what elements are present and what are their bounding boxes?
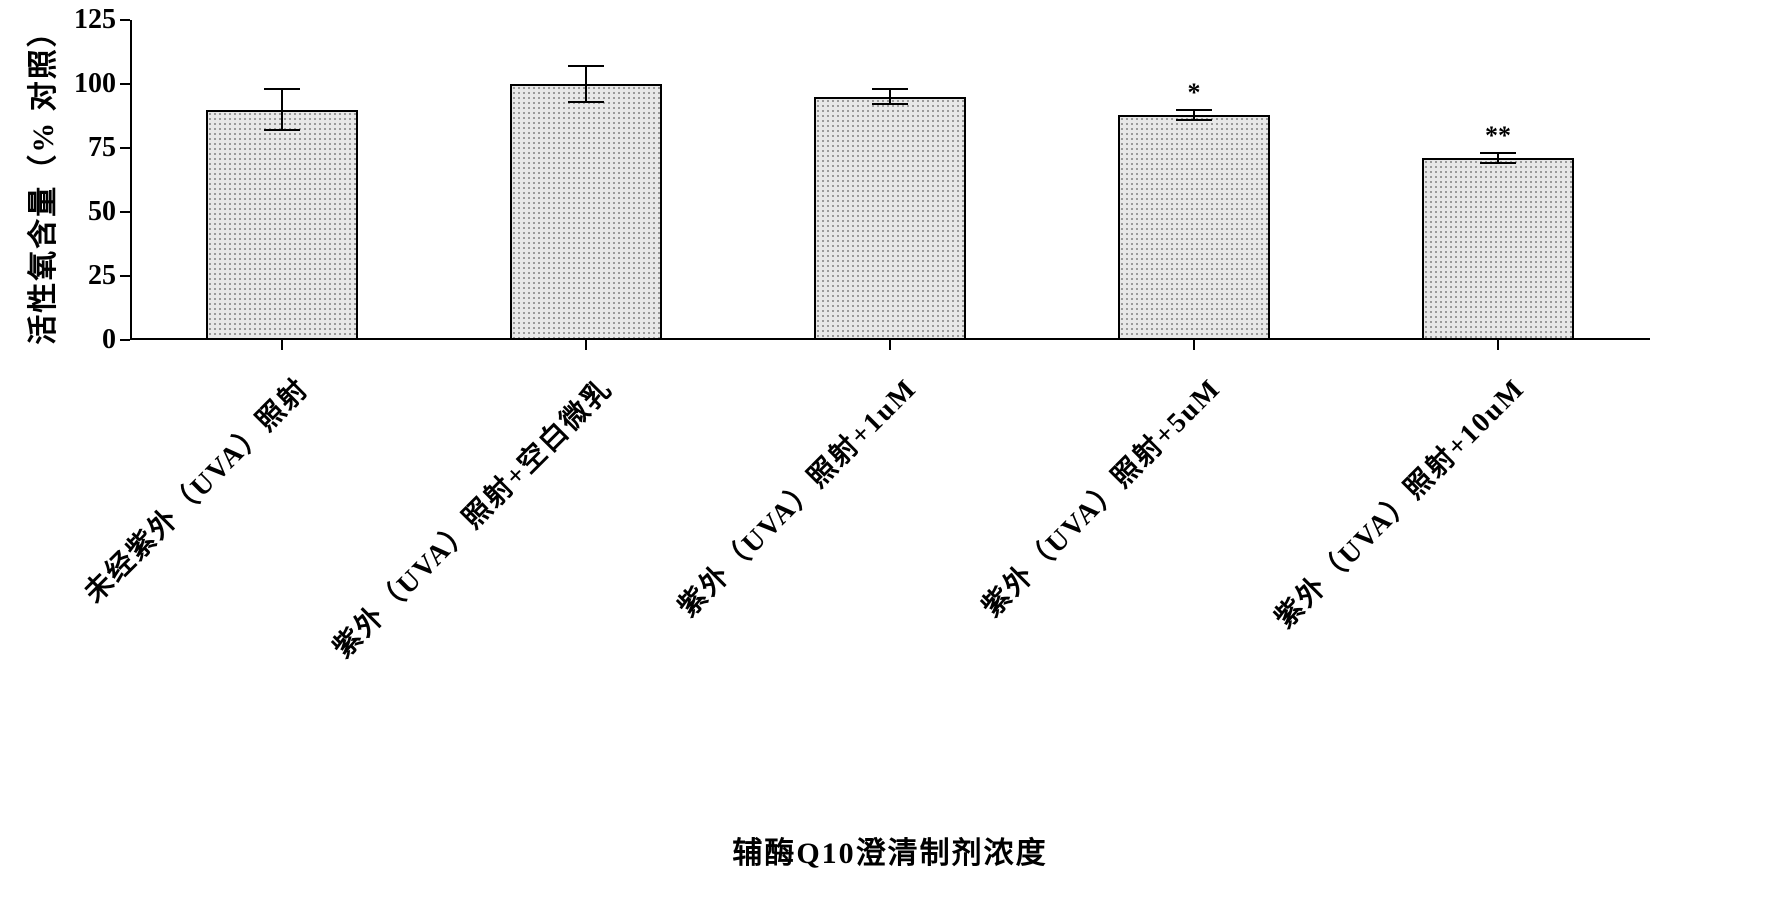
xtick-label: 紫外（UVA）照射+1uM [668,368,925,625]
ytick-mark [120,147,130,149]
bar [1118,115,1270,340]
xtick-mark [1193,340,1195,350]
ytick-label: 75 [88,132,116,164]
plot-area: 0255075100125未经紫外（UVA）照射紫外（UVA）照射+空白微乳紫外… [130,20,1650,340]
xtick-mark [889,340,891,350]
ytick-label: 100 [74,68,116,100]
ytick-mark [120,275,130,277]
ytick-label: 25 [88,260,116,292]
xtick-label: 未经紫外（UVA）照射 [74,368,317,611]
ytick-mark [120,83,130,85]
significance-marker: ** [1485,121,1511,151]
bar [206,110,358,340]
bar [510,84,662,340]
ytick-label: 50 [88,196,116,228]
ytick-mark [120,19,130,21]
bar [1422,158,1574,340]
y-axis-label: 活性氧含量（% 对照） [18,15,62,345]
xtick-mark [585,340,587,350]
ytick-mark [120,339,130,341]
x-axis-label: 辅酶Q10澄清制剂浓度 [732,828,1047,872]
xtick-label: 紫外（UVA）照射+空白微乳 [323,368,621,666]
xtick-mark [1497,340,1499,350]
xtick-label: 紫外（UVA）照射+10uM [1264,368,1532,636]
figure: 活性氧含量（% 对照） 辅酶Q10澄清制剂浓度 0255075100125未经紫… [0,0,1785,898]
significance-marker: * [1188,78,1201,108]
bar [814,97,966,340]
ytick-mark [120,211,130,213]
ytick-label: 0 [102,324,116,356]
xtick-mark [281,340,283,350]
ytick-label: 125 [74,4,116,36]
xtick-label: 紫外（UVA）照射+5uM [972,368,1229,625]
